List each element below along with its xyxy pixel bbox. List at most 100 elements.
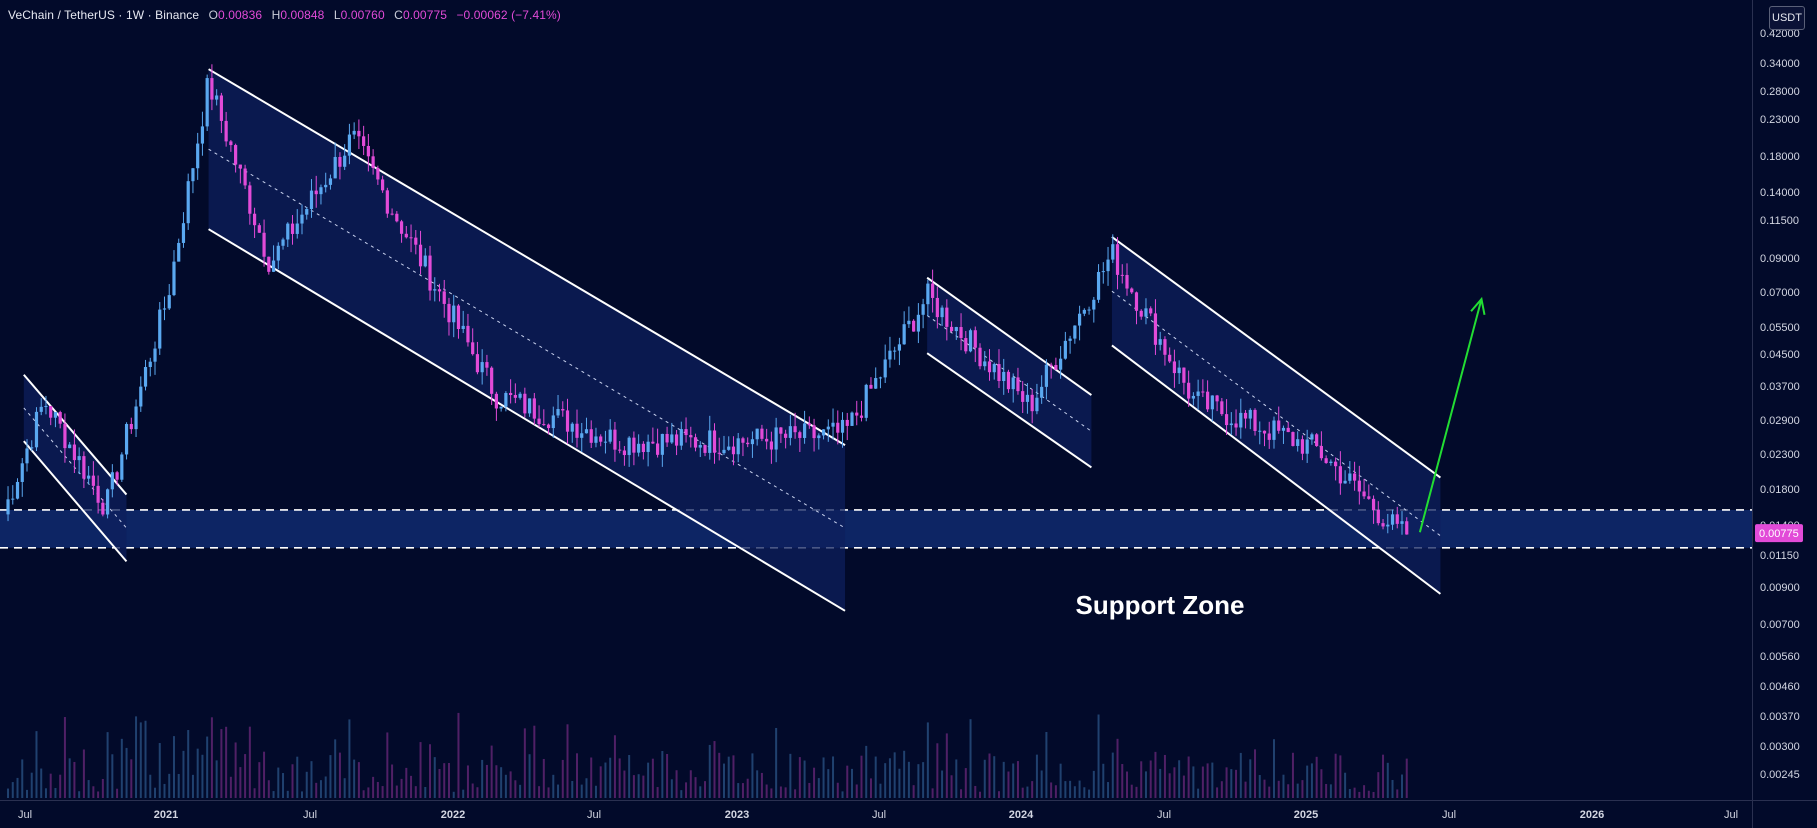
candle-body <box>271 260 276 272</box>
volume-bar <box>92 786 95 798</box>
volume-bar <box>1272 739 1275 798</box>
support-zone-band <box>0 509 1752 548</box>
candle-body <box>1343 480 1347 484</box>
candle-body <box>594 436 598 443</box>
candle-body <box>1016 377 1020 392</box>
candle-body <box>964 338 968 352</box>
volume-bar <box>447 762 450 798</box>
candle-body <box>414 237 418 245</box>
candle-body <box>509 392 513 396</box>
candle-body <box>518 393 522 398</box>
volume-bar <box>1163 754 1166 798</box>
candle-body <box>978 347 982 367</box>
volume-bar <box>1083 787 1086 798</box>
candle-body <box>30 447 34 449</box>
support-zone-label: Support Zone <box>1076 590 1245 620</box>
volume-bar <box>756 770 759 798</box>
currency-button[interactable]: USDT <box>1769 6 1805 30</box>
volume-bar <box>1310 763 1313 798</box>
candle-body <box>1006 371 1011 390</box>
candle-body <box>561 409 565 411</box>
volume-bar <box>381 786 384 798</box>
candle-body <box>1286 427 1290 433</box>
candle-body <box>262 232 266 257</box>
candle-body <box>774 427 778 450</box>
candle-body <box>1234 423 1238 428</box>
candle-body <box>997 364 1001 382</box>
volume-bar <box>1092 770 1095 798</box>
candle-body <box>608 429 612 442</box>
volume-bar <box>1012 763 1015 798</box>
candle-body <box>200 126 205 144</box>
high-value: 0.00848 <box>280 8 325 22</box>
candle-body <box>205 78 209 127</box>
candle-body <box>679 429 683 446</box>
candle-body <box>385 190 389 214</box>
time-tick-label: Jul <box>587 809 601 821</box>
candle-body <box>252 213 257 226</box>
volume-bar <box>78 791 81 798</box>
volume-bar <box>1059 763 1062 798</box>
volume-bar <box>1111 752 1114 798</box>
volume-bar <box>291 764 294 798</box>
channel-lower-2 <box>926 352 1092 469</box>
volume-bar <box>651 758 654 798</box>
candle-body <box>907 320 911 325</box>
price-tick-label: 0.42000 <box>1760 28 1800 40</box>
candle-body <box>452 305 456 323</box>
volume-bar <box>1363 785 1366 798</box>
volume-bar <box>68 758 71 798</box>
candle-body <box>755 428 759 440</box>
volume-bar <box>215 760 218 798</box>
candle-body <box>191 168 195 182</box>
projection-arrow-head <box>1470 296 1486 315</box>
volume-bar <box>623 770 626 798</box>
symbol-title[interactable]: VeChain / TetherUS · 1W · Binance <box>8 8 200 22</box>
volume-bar <box>888 758 891 798</box>
candle-body <box>698 445 702 448</box>
low-value: 0.00760 <box>340 8 385 22</box>
time-tick-label: 2025 <box>1294 809 1318 821</box>
price-tick-label: 0.00370 <box>1760 711 1800 723</box>
candle-body <box>248 185 252 214</box>
channel-lower-3 <box>1111 344 1442 595</box>
candle-body <box>1220 401 1224 415</box>
candle-body <box>177 242 181 262</box>
candle-body <box>1390 514 1395 525</box>
volume-bar <box>1244 781 1247 798</box>
volume-bar <box>680 790 683 798</box>
time-tick-label: Jul <box>303 809 317 821</box>
volume-bar <box>158 743 161 798</box>
volume-bar <box>1386 762 1389 798</box>
volume-bar <box>1007 771 1010 798</box>
candle-body <box>1386 524 1390 527</box>
candle-body <box>1096 271 1101 300</box>
candle-body <box>447 303 451 323</box>
volume-bar <box>760 772 763 798</box>
candle-body <box>381 179 385 191</box>
volume-bar <box>912 785 915 798</box>
candle-body <box>1106 259 1110 272</box>
volume-bar <box>542 758 545 798</box>
candle-body <box>684 429 688 436</box>
volume-bar <box>414 786 417 798</box>
volume-bar <box>1382 754 1385 798</box>
time-tick-label: 2021 <box>154 809 178 821</box>
volume-bar <box>590 757 593 798</box>
volume-bar <box>481 759 484 798</box>
candle-body <box>935 297 939 318</box>
candle-body <box>1277 420 1281 431</box>
volume-bar <box>675 770 678 798</box>
candle-body <box>181 223 186 243</box>
time-tick-label: Jul <box>18 809 32 821</box>
price-tick-label: 0.28000 <box>1760 86 1800 98</box>
candle-body <box>1300 439 1305 454</box>
candle-body <box>712 430 717 453</box>
volume-bar <box>130 759 133 798</box>
candle-body <box>1215 395 1219 402</box>
volume-bar <box>1282 774 1285 798</box>
candle-body <box>983 361 987 367</box>
candle-body <box>689 435 693 438</box>
